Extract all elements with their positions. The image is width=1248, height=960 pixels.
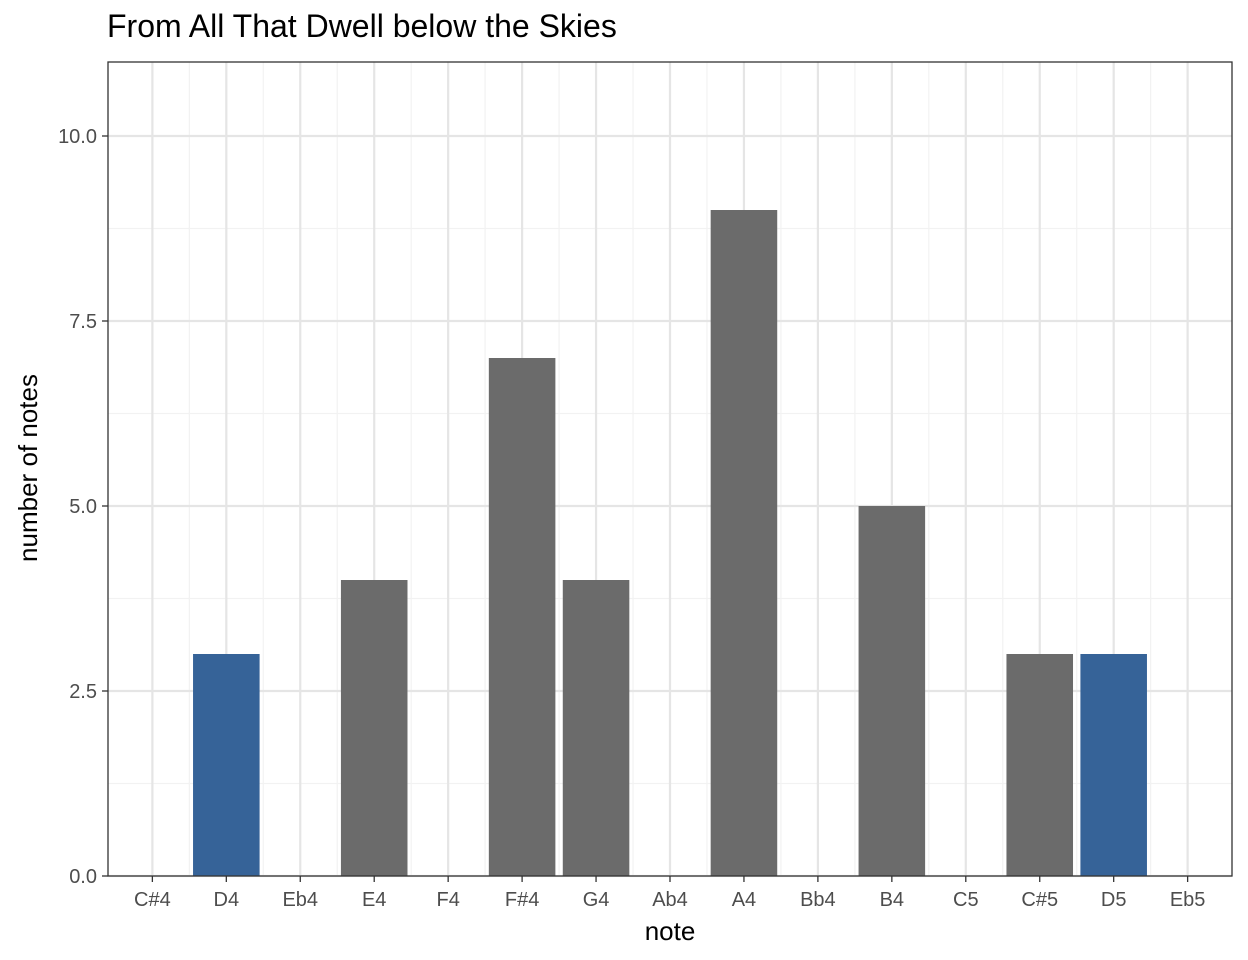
bar-d4 (193, 654, 260, 876)
x-tick-label: Eb5 (1170, 889, 1206, 911)
x-tick-label: C#4 (134, 889, 171, 911)
x-tick-label: E4 (362, 889, 386, 911)
y-tick-label: 2.5 (69, 681, 97, 703)
x-axis-label: note (645, 916, 696, 946)
x-tick-label: F#4 (505, 889, 539, 911)
x-tick-label: C#5 (1021, 889, 1058, 911)
bar-fsharp4 (488, 358, 556, 876)
bars (193, 210, 1147, 876)
x-tick-label: Eb4 (282, 889, 318, 911)
x-tick-label: D5 (1101, 889, 1127, 911)
y-tick-label: 7.5 (69, 311, 97, 333)
bar-b4 (858, 506, 926, 876)
bar-a4 (710, 210, 778, 876)
y-tick-label: 0.0 (69, 866, 97, 888)
x-tick-label: Bb4 (800, 889, 836, 911)
x-tick-label: F4 (436, 889, 459, 911)
x-tick-label: B4 (880, 889, 904, 911)
y-axis-label: number of notes (13, 374, 43, 562)
x-tick-label: D4 (214, 889, 240, 911)
x-tick-label: Ab4 (652, 889, 688, 911)
y-tick-label: 5.0 (69, 496, 97, 518)
chart-title: From All That Dwell below the Skies (107, 8, 617, 44)
bar-csharp5 (1006, 654, 1074, 876)
x-tick-label: G4 (583, 889, 610, 911)
x-tick-label: C5 (953, 889, 979, 911)
axes: 0.0 2.5 5.0 7.5 10.0 C#4 D4 Eb4 E4 F4 F#4 G4 Ab4 A4 Bb… (58, 126, 1205, 911)
y-tick-label: 10.0 (58, 126, 97, 148)
bar-d5 (1080, 654, 1147, 876)
bar-g4 (562, 580, 630, 876)
bar-e4 (340, 580, 408, 876)
x-tick-label: A4 (732, 889, 756, 911)
